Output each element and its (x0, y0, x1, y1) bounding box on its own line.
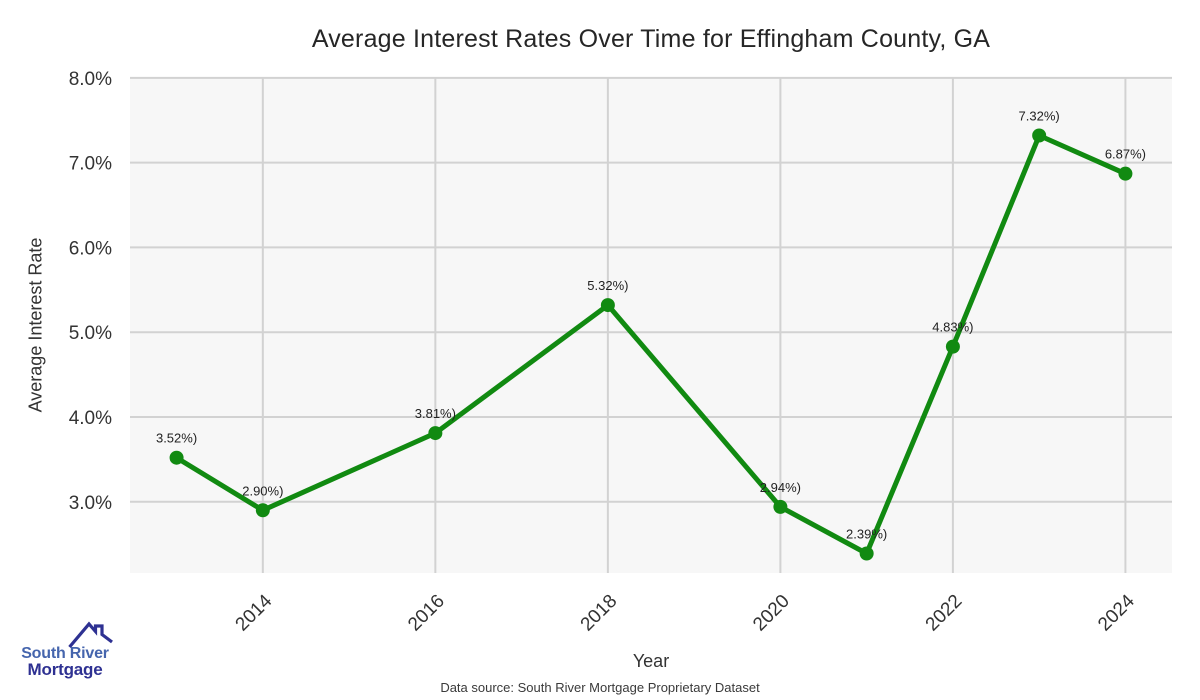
y-axis-title: Average Interest Rate (25, 237, 46, 413)
house-roof-icon (68, 621, 113, 648)
data-point-label: 3.52%) (156, 431, 197, 446)
x-tick-label: 2022 (922, 591, 967, 636)
x-tick-label: 2020 (749, 591, 794, 636)
data-point-marker (255, 503, 270, 518)
data-point-marker (945, 339, 960, 354)
data-point-label: 2.90%) (242, 483, 283, 498)
x-tick-label: 2018 (577, 591, 622, 636)
y-tick-label: 3.0% (69, 493, 112, 514)
data-point-label: 5.32%) (587, 278, 628, 293)
chart-title: Average Interest Rates Over Time for Eff… (311, 25, 991, 53)
data-point-marker (859, 546, 874, 561)
logo-text-mortgage: Mortgage (27, 660, 103, 679)
data-point-label: 3.81%) (415, 406, 456, 421)
y-tick-label: 6.0% (69, 238, 112, 259)
y-tick-label: 4.0% (69, 408, 112, 429)
data-point-label: 4.83%) (932, 320, 973, 335)
data-point-marker (773, 499, 788, 514)
data-point-marker (1032, 128, 1047, 143)
y-tick-label: 5.0% (69, 323, 112, 344)
data-point-label: 2.39%) (846, 526, 887, 541)
data-point-label: 6.87%) (1105, 147, 1146, 162)
data-source-note: Data source: South River Mortgage Propri… (440, 680, 760, 695)
logo: South River Mortgage (13, 614, 117, 688)
x-axis-title: Year (632, 651, 670, 671)
logo-text-south-river: South River (21, 645, 109, 662)
data-point-marker (1118, 166, 1133, 181)
data-point-marker (600, 298, 615, 313)
x-tick-label: 2024 (1094, 590, 1139, 635)
y-tick-label: 8.0% (69, 69, 112, 90)
data-point-marker (428, 426, 443, 441)
y-tick-label: 7.0% (69, 154, 112, 175)
data-point-marker (169, 450, 184, 465)
x-tick-label: 2014 (232, 590, 277, 635)
x-tick-label: 2016 (404, 591, 449, 636)
roof-outline (68, 621, 113, 648)
data-point-label: 7.32%) (1019, 109, 1060, 124)
data-point-label: 2.94%) (760, 480, 801, 495)
